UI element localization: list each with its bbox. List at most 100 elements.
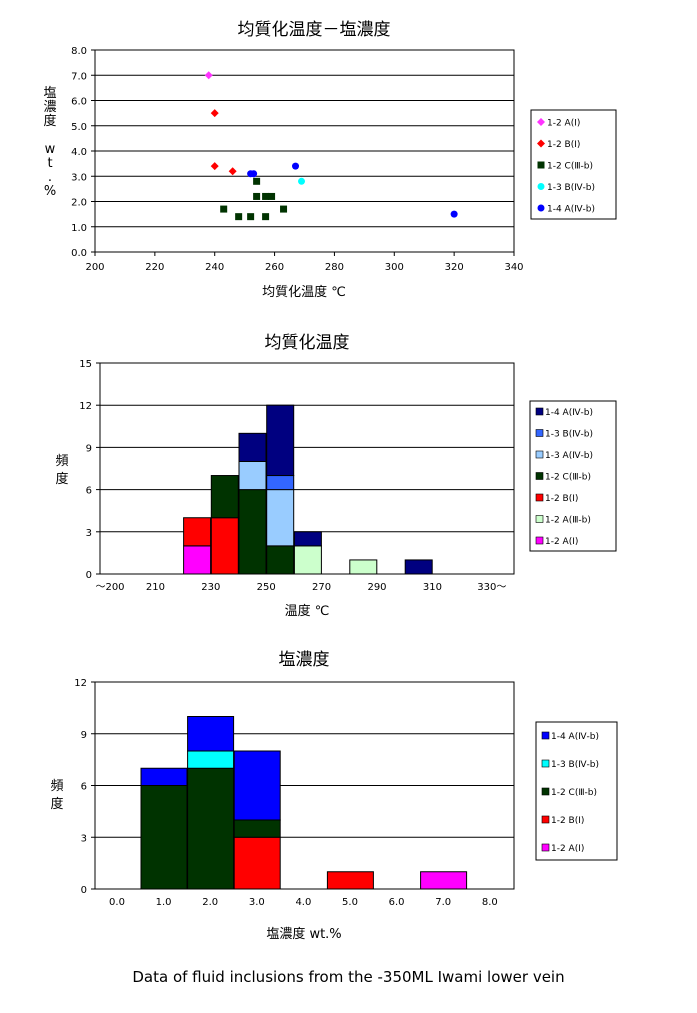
x-tick-label: 210 <box>146 582 165 593</box>
data-point <box>268 192 276 200</box>
y-axis-label-char: 頻 <box>55 454 68 469</box>
y-tick-label: 4.0 <box>71 147 87 158</box>
data-point <box>253 192 261 200</box>
y-tick-label: 3.0 <box>71 172 87 183</box>
bar-segment <box>233 819 281 838</box>
legend-swatch <box>535 493 544 502</box>
bar-segment <box>293 545 322 575</box>
x-tick-label: 230 <box>201 582 220 593</box>
y-tick-label: 6.0 <box>71 97 87 108</box>
y-tick-label: 8.0 <box>71 46 87 57</box>
bar-segment <box>266 475 295 491</box>
plot-frame <box>94 681 515 890</box>
bar-segment <box>238 489 267 575</box>
legend-swatch <box>541 731 550 740</box>
legend-swatch <box>535 472 544 480</box>
legend-label: 1-2 A(Ⅰ) <box>551 844 584 854</box>
x-tick-label: 320 <box>445 262 464 273</box>
y-axis-label-char: 度 <box>50 796 63 812</box>
bar-segment <box>187 716 235 752</box>
x-tick-label: 200 <box>85 262 104 273</box>
data-point <box>262 213 270 221</box>
y-tick-label: 1.0 <box>71 223 87 234</box>
bar-segment <box>210 475 239 519</box>
x-tick-label: 6.0 <box>389 897 405 908</box>
y-tick-label: 0 <box>86 570 92 581</box>
bar-segment <box>187 750 235 769</box>
legend-label: 1-4 A(Ⅳ-b) <box>551 732 599 742</box>
x-tick-label: 4.0 <box>295 897 311 908</box>
legend-label: 1-4 A(Ⅳ-b) <box>547 205 595 215</box>
legend-swatch <box>535 515 544 523</box>
bar-segment <box>404 559 433 575</box>
y-tick-label: 12 <box>79 401 92 412</box>
data-point <box>450 210 458 218</box>
y-tick-label: 2.0 <box>71 198 87 209</box>
bar-segment <box>266 489 295 547</box>
data-point <box>537 183 545 190</box>
legend-label: 1-2 B(Ⅰ) <box>547 140 580 150</box>
y-axis-label-char: t <box>47 156 52 171</box>
x-tick-label: 290 <box>367 582 386 593</box>
y-axis-label-char: 頻 <box>50 779 63 794</box>
data-point <box>537 118 545 126</box>
x-tick-label: 330～ <box>477 582 506 593</box>
bar-segment <box>183 517 212 547</box>
bar-segment <box>140 785 188 890</box>
x-tick-label: 310 <box>423 582 442 593</box>
legend-label: 1-3 B(Ⅳ-b) <box>547 183 595 193</box>
x-tick-label: 8.0 <box>482 897 498 908</box>
y-axis-label-char: w <box>45 142 56 157</box>
legend-label: 1-2 A(Ⅰ) <box>547 119 580 129</box>
bar-segment <box>349 559 378 575</box>
y-tick-label: 7.0 <box>71 71 87 82</box>
series <box>204 71 213 80</box>
legend-label: 1-2 C(Ⅲ-b) <box>551 788 597 798</box>
y-tick-label: 6 <box>86 486 92 497</box>
y-tick-label: 0 <box>81 885 87 896</box>
y-tick-label: 15 <box>79 359 92 370</box>
chart-title: 塩濃度 <box>279 650 330 670</box>
bar-segment <box>293 531 322 547</box>
legend-swatch <box>535 536 544 545</box>
x-tick-label: 5.0 <box>342 897 358 908</box>
salinity-histogram: 塩濃度 0 3 6 9 12 0.0 1.0 2.0 3.0 4.0 5.0 6.0 7.0 8.0 塩濃度 … <box>50 650 618 942</box>
legend-label: 1-2 C(Ⅲ-b) <box>545 473 591 483</box>
series <box>247 162 458 218</box>
legend <box>529 400 617 552</box>
data-point <box>247 213 255 221</box>
bar-segment <box>210 517 239 575</box>
legend-label: 1-2 A(Ⅰ) <box>545 537 578 547</box>
data-point <box>253 177 261 185</box>
y-tick-label: 6 <box>81 782 87 793</box>
data-point <box>210 109 219 118</box>
legend-swatch <box>535 407 544 416</box>
y-tick-label: 5.0 <box>71 122 87 133</box>
x-tick-label: ～200 <box>95 582 124 593</box>
y-axis-label-char: 度 <box>55 471 68 487</box>
legend-label: 1-4 A(Ⅳ-b) <box>545 408 593 418</box>
x-tick-label: 280 <box>325 262 344 273</box>
series <box>220 177 288 221</box>
figure-caption: Data of fluid inclusions from the -350ML… <box>132 968 565 986</box>
y-tick-label: 12 <box>74 678 87 689</box>
plot-frame <box>94 49 515 253</box>
y-axis-label-char: . <box>48 170 52 185</box>
data-point <box>250 170 258 178</box>
chart-title: 均質化温度 <box>265 333 350 353</box>
y-axis-label-char: % <box>44 184 56 199</box>
legend-swatch <box>535 429 544 437</box>
x-axis-label: 塩濃度 wt.% <box>266 926 341 942</box>
bar-segment <box>233 750 281 821</box>
data-point <box>220 205 228 213</box>
data-point <box>280 205 288 213</box>
y-tick-label: 9 <box>81 730 87 741</box>
bar-segment <box>326 871 374 890</box>
data-point <box>228 167 237 176</box>
data-point <box>537 139 545 148</box>
legend <box>530 109 617 220</box>
bar-segment <box>183 545 212 575</box>
data-point <box>235 213 243 221</box>
data-point <box>262 192 270 200</box>
bar-segment <box>187 767 235 890</box>
